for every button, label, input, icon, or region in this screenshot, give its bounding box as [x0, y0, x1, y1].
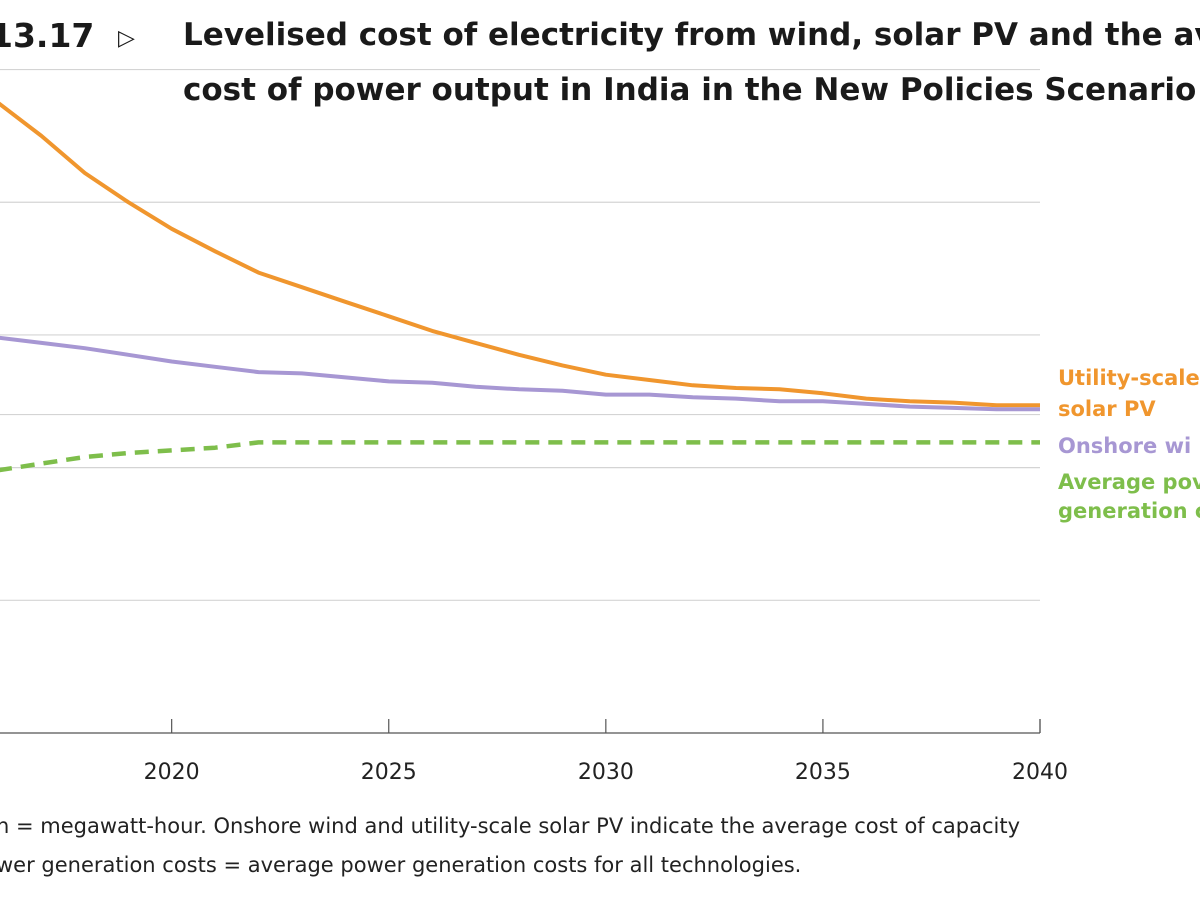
x-tick-label-2035: 2035: [795, 760, 851, 785]
chart-title-line2: cost of power output in India in the New…: [183, 72, 1196, 108]
series-line-solar: [0, 101, 1040, 408]
figure-marker-icon: ▷: [118, 26, 135, 51]
series-label-average-1: generation c: [1058, 499, 1200, 523]
note-line1: h = megawatt-hour. Onshore wind and util…: [0, 814, 1020, 838]
x-axis: 2020 2025 2030 2035 2040: [0, 719, 1068, 785]
chart-title-line1: Levelised cost of electricity from wind,…: [183, 17, 1200, 53]
x-tick-label-2025: 2025: [361, 760, 417, 785]
figure-number: 13.17: [0, 16, 94, 55]
note-line2: wer generation costs = average power gen…: [0, 853, 801, 877]
gridlines: [0, 68, 1040, 601]
x-tick-label-2040: 2040: [1012, 760, 1068, 785]
series-labels: Utility-scale solar PV Onshore wi Average p…: [1058, 366, 1200, 523]
series-label-solar-1: solar PV: [1058, 397, 1156, 421]
series-label-average-0: Average pov: [1058, 470, 1200, 494]
x-tick-label-2020: 2020: [144, 760, 200, 785]
series-lines: [0, 101, 1040, 473]
series-line-wind: [0, 335, 1040, 412]
series-label-solar-0: Utility-scale: [1058, 366, 1200, 390]
x-tick-label-2030: 2030: [578, 760, 634, 785]
series-line-average: [0, 440, 1040, 473]
series-label-wind-0: Onshore wi: [1058, 434, 1191, 458]
